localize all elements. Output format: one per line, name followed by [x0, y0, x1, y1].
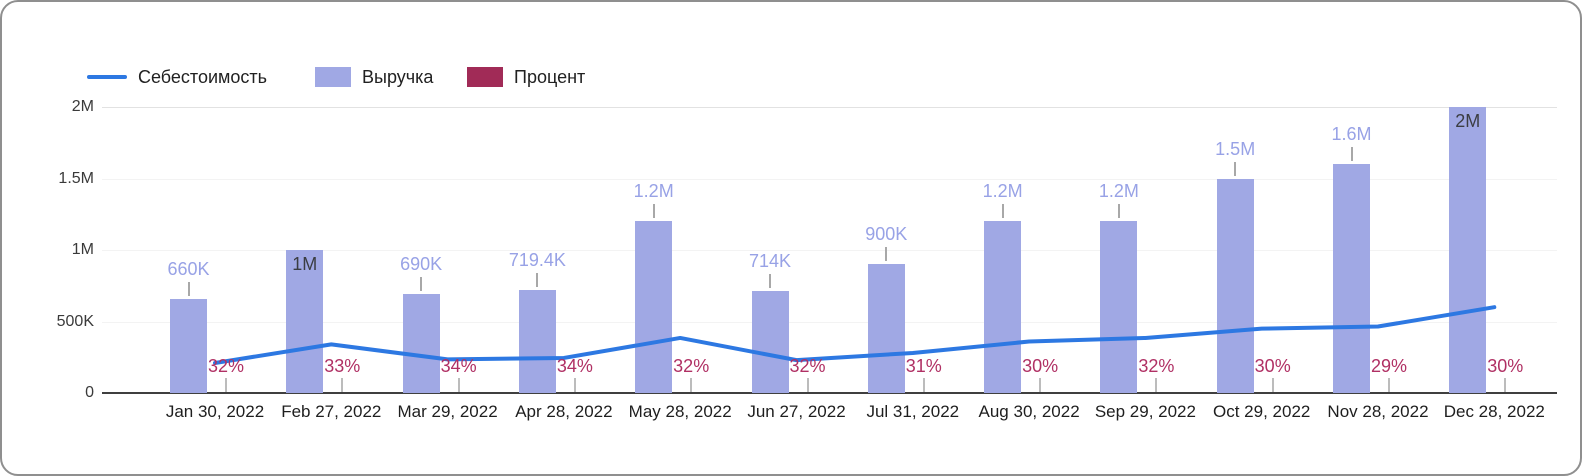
- x-axis-date-label: Mar 29, 2022: [397, 402, 498, 421]
- bar-label-leader-line: [1234, 161, 1237, 176]
- bar-value-label: 1M: [292, 254, 318, 274]
- percent-leader-line: [806, 378, 809, 392]
- percent-value-label: 34%: [556, 356, 593, 376]
- percent-leader-line: [341, 378, 344, 392]
- revenue-swatch-icon: [315, 67, 351, 87]
- bar-revenue[interactable]: [751, 290, 789, 393]
- bar-value-label: 1.2M: [1098, 181, 1139, 202]
- x-axis-date-label: Dec 28, 2022: [1443, 402, 1545, 421]
- percent-leader-line: [457, 378, 460, 392]
- bar-revenue[interactable]: [1333, 164, 1370, 393]
- x-axis-date-label: Jan 30, 2022: [165, 402, 265, 421]
- x-axis-date-label: Jul 31, 2022: [866, 402, 960, 421]
- x-axis-baseline: [102, 392, 1557, 394]
- legend-label-cost: Себестоимость: [138, 66, 268, 87]
- percent-value-label: 32%: [673, 356, 710, 376]
- gridline: [102, 321, 1557, 323]
- x-axis-date-label: Jun 27, 2022: [747, 402, 846, 421]
- bar-label-leader-line: [187, 281, 190, 296]
- bar-label-leader-line: [1001, 204, 1004, 219]
- legend-item-cost[interactable]: Себестоимость: [87, 64, 267, 90]
- percent-value-label: 32%: [789, 356, 826, 376]
- percent-swatch-icon: [467, 67, 503, 87]
- bar-revenue[interactable]: [1216, 178, 1254, 393]
- percent-value-label: 31%: [905, 356, 942, 376]
- percent-leader-line: [573, 378, 576, 392]
- cost-line[interactable]: [213, 305, 1497, 365]
- bar-label-leader-line: [769, 273, 771, 288]
- percent-leader-line: [1155, 378, 1158, 392]
- cost-line-swatch-icon: [87, 75, 127, 79]
- gridline: [102, 107, 1557, 108]
- bar-label-leader-line: [1117, 204, 1120, 219]
- percent-leader-line: [1388, 378, 1390, 392]
- gridline: [102, 250, 1557, 251]
- y-axis-tick-label: 0: [85, 384, 94, 401]
- bar-label-leader-line: [885, 247, 888, 262]
- percent-value-label: 33%: [324, 356, 361, 376]
- bar-value-label: 1.5M: [1215, 138, 1256, 159]
- x-axis-date-label: Oct 29, 2022: [1213, 402, 1311, 421]
- y-axis-tick-label: 1.5M: [58, 169, 94, 187]
- percent-leader-line: [1271, 378, 1274, 392]
- legend-item-revenue[interactable]: Выручка: [315, 64, 433, 90]
- bar-value-label: 1.2M: [633, 181, 674, 202]
- bar-label-leader-line: [536, 273, 539, 288]
- x-axis-date-label: May 28, 2022: [628, 402, 732, 421]
- percent-value-label: 30%: [1254, 356, 1291, 376]
- bar-value-label: 714K: [748, 250, 792, 271]
- bar-revenue[interactable]: [984, 221, 1022, 393]
- percent-value-label: 32%: [207, 356, 245, 376]
- legend-item-percent[interactable]: Процент: [467, 64, 585, 90]
- percent-value-label: 30%: [1487, 356, 1524, 376]
- bar-value-label: 1.6M: [1331, 124, 1372, 145]
- x-axis-date-label: Sep 29, 2022: [1094, 402, 1196, 421]
- bar-value-label: 660K: [167, 258, 210, 279]
- gridline: [102, 178, 1557, 180]
- y-axis-tick-label: 2M: [71, 98, 94, 115]
- legend-label-percent: Процент: [514, 66, 586, 87]
- percent-leader-line: [1039, 378, 1042, 392]
- percent-value-label: 29%: [1370, 356, 1408, 376]
- percent-leader-line: [922, 378, 925, 392]
- y-axis-tick-label: 1M: [71, 241, 94, 258]
- bar-label-leader-line: [420, 277, 423, 292]
- bar-label-leader-line: [652, 204, 655, 219]
- bar-value-label: 2M: [1455, 111, 1481, 131]
- percent-leader-line: [690, 378, 693, 392]
- chart-legend: Себестоимость Выручка Процент: [2, 64, 1580, 90]
- bar-revenue[interactable]: [518, 290, 556, 393]
- bar-revenue[interactable]: [1449, 107, 1487, 393]
- bar-revenue[interactable]: [635, 221, 673, 393]
- legend-label-revenue: Выручка: [362, 66, 434, 87]
- x-axis-date-label: Nov 28, 2022: [1327, 402, 1429, 421]
- bar-revenue[interactable]: [402, 294, 440, 393]
- y-axis-tick-label: 500K: [56, 312, 94, 330]
- percent-leader-line: [225, 378, 227, 392]
- x-axis-date-label: Feb 27, 2022: [281, 402, 382, 421]
- bar-revenue[interactable]: [286, 250, 324, 393]
- bar-label-leader-line: [1350, 147, 1353, 162]
- bar-value-label: 900K: [865, 224, 908, 245]
- bar-revenue[interactable]: [1100, 221, 1138, 393]
- bar-revenue[interactable]: [170, 298, 207, 393]
- percent-value-label: 30%: [1022, 356, 1059, 376]
- x-axis-date-label: Apr 28, 2022: [515, 402, 613, 421]
- bar-value-label: 719.4K: [508, 250, 566, 271]
- bar-value-label: 690K: [400, 254, 443, 275]
- percent-value-label: 34%: [440, 356, 477, 376]
- percent-value-label: 32%: [1138, 356, 1175, 376]
- percent-leader-line: [1504, 378, 1507, 392]
- bar-revenue[interactable]: [867, 264, 905, 393]
- x-axis-date-label: Aug 30, 2022: [978, 402, 1080, 421]
- bar-value-label: 1.2M: [982, 181, 1023, 202]
